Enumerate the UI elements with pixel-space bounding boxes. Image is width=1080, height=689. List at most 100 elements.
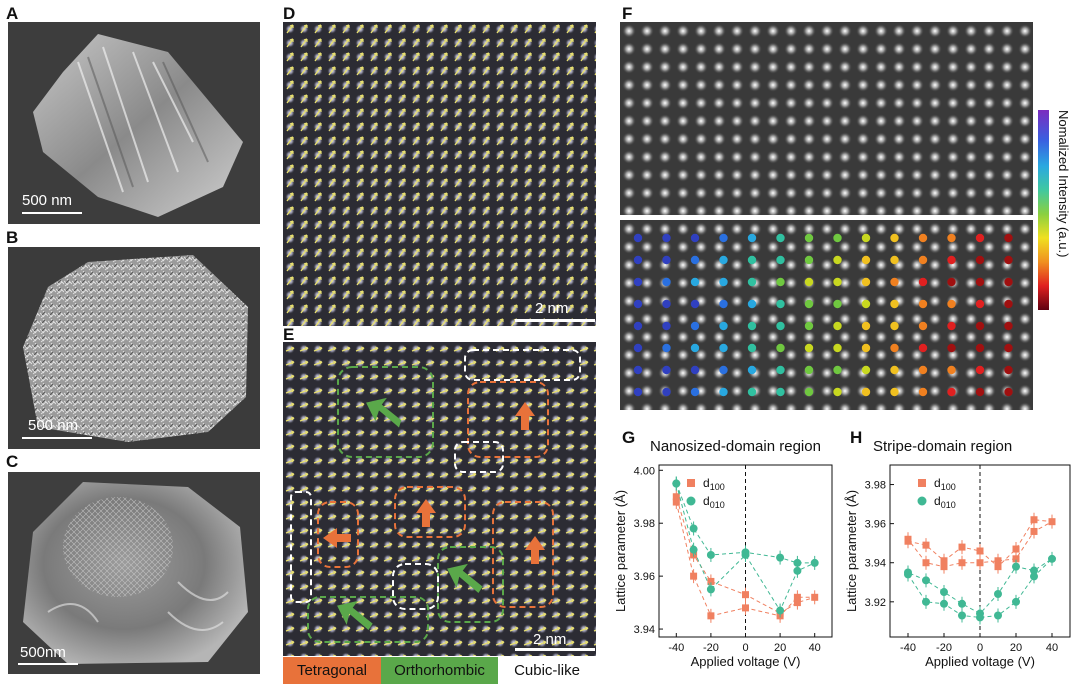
- intensity-dot: [890, 343, 899, 353]
- intensity-dot: [975, 255, 985, 265]
- data-point-d100: [994, 557, 1002, 565]
- legend-label-d100: d100: [703, 476, 725, 492]
- data-point-d100: [976, 559, 984, 567]
- intensity-dot: [690, 365, 700, 375]
- data-point-d100: [940, 563, 948, 571]
- x-tick-label: -20: [703, 642, 719, 654]
- legend-marker-d100: [918, 479, 926, 487]
- intensity-dot: [833, 387, 842, 397]
- intensity-dot: [747, 233, 757, 243]
- intensity-dot: [947, 299, 956, 309]
- intensity-dot: [975, 233, 985, 243]
- intensity-dot: [890, 387, 899, 397]
- data-point-d100: [1012, 555, 1020, 563]
- y-tick-label: 3.94: [865, 558, 886, 570]
- intensity-dot: [975, 277, 985, 287]
- intensity-dot: [890, 255, 899, 265]
- x-tick-label: 40: [1046, 642, 1058, 654]
- data-point-d010: [706, 585, 715, 594]
- legend-label-d010: d010: [934, 494, 956, 510]
- intensity-dot: [747, 299, 757, 309]
- data-point-d100: [742, 591, 749, 599]
- intensity-dot: [975, 343, 985, 353]
- intensity-dot: [975, 321, 985, 331]
- scale-bar-a: [22, 212, 82, 214]
- legend-marker-d010: [686, 496, 696, 506]
- intensity-dot: [633, 343, 643, 353]
- scale-bar-d: [515, 319, 595, 322]
- intensity-dot: [776, 299, 785, 309]
- data-point-d010: [776, 606, 785, 615]
- intensity-dot: [947, 365, 956, 375]
- data-point-d010: [706, 550, 715, 559]
- data-point-d010: [976, 609, 984, 618]
- scale-bar-e: [515, 648, 595, 651]
- panel-label-d: D: [283, 4, 296, 23]
- intensity-dot: [1004, 233, 1013, 243]
- intensity-dot: [804, 365, 814, 375]
- y-axis-label: Lattice parameter (Å): [613, 490, 628, 612]
- data-point-d100: [707, 612, 715, 620]
- data-point-d100: [793, 599, 801, 607]
- intensity-dot: [918, 299, 928, 309]
- tem-image-a: 500 nm: [8, 22, 260, 224]
- data-point-d100: [922, 541, 930, 549]
- intensity-dot: [747, 343, 757, 353]
- data-point-d010: [672, 479, 681, 488]
- panel-label-e: E: [283, 325, 295, 344]
- data-point-d100: [976, 547, 984, 555]
- data-point-d010: [1048, 554, 1056, 563]
- intensity-dot: [662, 343, 671, 353]
- panel-label-g: G: [622, 428, 636, 447]
- data-point-d010: [689, 545, 698, 554]
- intensity-dot: [690, 343, 700, 353]
- intensity-dot: [918, 365, 928, 375]
- data-point-d010: [810, 558, 819, 567]
- intensity-dot: [804, 343, 814, 353]
- intensity-dot: [861, 321, 871, 331]
- intensity-dot: [918, 233, 928, 243]
- data-point-d010: [994, 590, 1002, 598]
- intensity-dot: [633, 299, 643, 309]
- intensity-dot: [747, 255, 757, 265]
- stem-image-d: 2 nm: [283, 22, 596, 326]
- intensity-dot: [861, 255, 871, 265]
- intensity-dot: [861, 299, 871, 309]
- intensity-dot: [918, 387, 928, 397]
- x-tick-label: -40: [900, 642, 916, 654]
- intensity-dot: [776, 277, 785, 287]
- intensity-dot: [833, 277, 842, 287]
- legend-label-d100: d100: [934, 476, 956, 492]
- colorbar-label: Nomalized Intensity (a.u.): [1056, 110, 1071, 258]
- y-tick-label: 3.94: [634, 624, 655, 636]
- intensity-dot: [947, 321, 956, 331]
- intensity-dot: [804, 277, 814, 287]
- scale-text-e: 2 nm: [533, 631, 567, 648]
- legend-marker-d010: [917, 496, 927, 506]
- scale-text-a: 500 nm: [22, 192, 73, 209]
- intensity-dot: [1004, 343, 1013, 353]
- data-point-d100: [1030, 516, 1038, 524]
- intensity-dot: [1004, 277, 1013, 287]
- intensity-dot: [662, 233, 671, 243]
- intensity-dot: [719, 255, 728, 265]
- data-point-d010: [904, 568, 912, 577]
- y-tick-label: 3.96: [865, 519, 886, 531]
- data-point-d100: [922, 559, 930, 567]
- intensity-dot: [1004, 387, 1013, 397]
- tem-image-c: 500nm: [8, 472, 260, 674]
- intensity-dot: [776, 233, 785, 243]
- intensity-dot: [918, 255, 928, 265]
- data-point-d100: [672, 493, 680, 501]
- panel-label-c: C: [6, 452, 19, 471]
- stem-image-f-top: [620, 22, 1033, 215]
- panel-label-h: H: [850, 428, 863, 447]
- intensity-dot: [776, 365, 785, 375]
- intensity-dot: [776, 343, 785, 353]
- intensity-dot: [633, 321, 643, 331]
- intensity-dot: [804, 255, 814, 265]
- intensity-dot: [719, 365, 728, 375]
- intensity-dot: [804, 321, 814, 331]
- intensity-dot: [861, 277, 871, 287]
- stem-image-f-bottom: [620, 220, 1033, 410]
